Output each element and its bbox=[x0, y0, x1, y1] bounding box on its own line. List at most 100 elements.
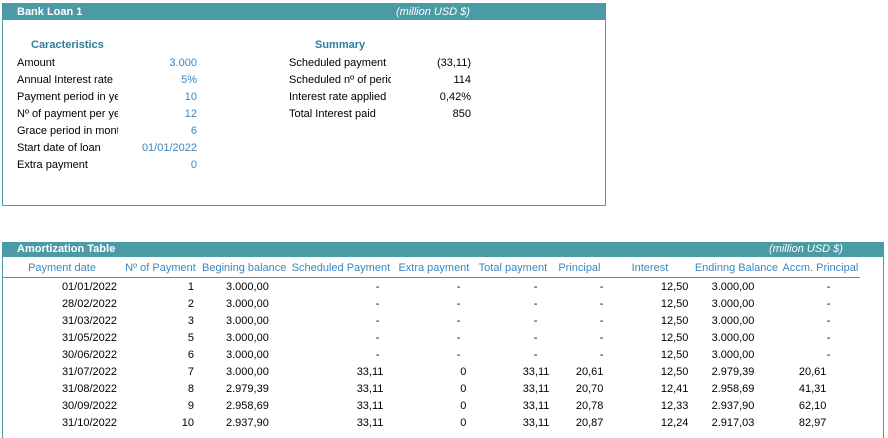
table-cell: 33,11 bbox=[522, 416, 550, 429]
column-header: Endinng Balance bbox=[692, 258, 781, 278]
characteristic-label: Amount bbox=[17, 57, 55, 69]
table-cell: - bbox=[375, 348, 380, 361]
table-cell: 30/09/2022 bbox=[61, 399, 117, 412]
table-cell: 2.937,90 bbox=[711, 399, 755, 412]
column-header: Scheduled Payment bbox=[288, 258, 394, 278]
table-cell: - bbox=[826, 280, 831, 293]
characteristic-label: Grace period in months bbox=[17, 125, 118, 137]
table-cell: 3.000,00 bbox=[226, 314, 269, 327]
table-cell: 01/01/2022 bbox=[61, 280, 117, 293]
table-cell: - bbox=[599, 331, 604, 344]
table-cell: - bbox=[375, 280, 380, 293]
table-cell: 0 bbox=[460, 382, 467, 395]
table-row: 28/02/2022 2 3.000,00 - - - - 12,50 3.000,00 - bbox=[3, 295, 860, 312]
summary-value: 0,42% bbox=[439, 91, 471, 103]
table-cell: 0 bbox=[460, 365, 467, 378]
table-cell: - bbox=[456, 297, 461, 310]
summary-row: Scheduled payment (33,11) bbox=[289, 55, 471, 72]
summary-value: 114 bbox=[453, 74, 471, 86]
characteristic-value[interactable]: 10 bbox=[184, 91, 197, 103]
table-cell: 3.000,00 bbox=[226, 331, 269, 344]
table-cell: 41,31 bbox=[798, 382, 827, 395]
amortization-panel: Amortization Table (million USD $) Payme… bbox=[2, 242, 884, 438]
table-row: 31/07/2022 7 3.000,00 33,11 0 33,11 20,61 12,50… bbox=[3, 363, 860, 380]
table-row: 01/01/2022 1 3.000,00 - - - - 12,50 3.000,00 - bbox=[3, 278, 860, 296]
table-cell: 12,50 bbox=[660, 331, 689, 344]
table-cell: - bbox=[456, 348, 461, 361]
characteristic-value[interactable]: 12 bbox=[184, 108, 197, 120]
table-cell: 2.937,90 bbox=[226, 416, 269, 429]
characteristic-label: Start date of loan bbox=[17, 142, 101, 154]
table-cell: 12,24 bbox=[660, 416, 689, 429]
table-cell: - bbox=[599, 314, 604, 327]
table-cell: - bbox=[533, 331, 538, 344]
characteristics-title: Caracteristics bbox=[31, 39, 104, 51]
table-cell: 2.979,39 bbox=[711, 365, 755, 378]
table-cell: 2.958,69 bbox=[711, 382, 755, 395]
table-cell: 28/02/2022 bbox=[61, 297, 117, 310]
table-cell: 20,87 bbox=[575, 416, 604, 429]
table-cell: 12,50 bbox=[660, 348, 689, 361]
table-cell: - bbox=[826, 314, 831, 327]
table-row: 30/06/2022 6 3.000,00 - - - - 12,50 3.000,00 - bbox=[3, 346, 860, 363]
summary-row: Scheduled nº of periods 114 bbox=[289, 72, 471, 89]
summary-label: Scheduled payment bbox=[289, 57, 387, 69]
characteristic-value[interactable]: 5% bbox=[181, 74, 197, 86]
column-header: Begining balance bbox=[200, 258, 289, 278]
table-row: 31/10/2022 10 2.937,90 33,11 0 33,11 20,87 12,2… bbox=[3, 414, 860, 431]
table-cell: - bbox=[599, 348, 604, 361]
table-cell: - bbox=[375, 297, 380, 310]
table-cell: - bbox=[533, 348, 538, 361]
table-cell: 82,97 bbox=[798, 416, 827, 429]
characteristic-value[interactable]: 0 bbox=[190, 159, 197, 171]
table-cell: - bbox=[826, 331, 831, 344]
column-header: Interest bbox=[607, 258, 693, 278]
table-cell: 0 bbox=[460, 416, 467, 429]
characteristic-value[interactable]: 6 bbox=[190, 125, 197, 137]
table-cell: 2 bbox=[187, 297, 194, 310]
table-cell: 3.000,00 bbox=[711, 331, 755, 344]
amortization-header: Amortization Table (million USD $) bbox=[3, 242, 883, 257]
characteristic-label: Extra payment bbox=[17, 159, 88, 171]
table-cell: 12,50 bbox=[660, 314, 689, 327]
table-cell: 20,61 bbox=[575, 365, 604, 378]
bank-loan-header: Bank Loan 1 (million USD $) bbox=[3, 4, 605, 20]
summary-title: Summary bbox=[315, 39, 366, 51]
summary-label: Interest rate applied bbox=[289, 91, 387, 103]
table-cell: 33,11 bbox=[522, 365, 550, 378]
column-header: Nº of Payment bbox=[121, 258, 200, 278]
table-cell: 2.917,03 bbox=[711, 416, 755, 429]
column-header: Payment date bbox=[3, 258, 121, 278]
characteristic-value[interactable]: 3.000 bbox=[169, 57, 197, 69]
table-cell: 3.000,00 bbox=[711, 314, 755, 327]
table-cell: 12,50 bbox=[660, 365, 689, 378]
characteristic-row: Grace period in months 6 bbox=[17, 123, 197, 140]
table-cell: 3.000,00 bbox=[226, 280, 269, 293]
table-cell: 33,11 bbox=[356, 365, 384, 378]
table-cell: - bbox=[599, 297, 604, 310]
table-row: 31/03/2022 3 3.000,00 - - - - 12,50 3.000,00 - bbox=[3, 312, 860, 329]
table-cell: 3 bbox=[187, 314, 194, 327]
table-cell: 12,50 bbox=[660, 297, 689, 310]
table-cell: 2.958,69 bbox=[226, 399, 269, 412]
table-row: 30/09/2022 9 2.958,69 33,11 0 33,11 20,78 12,33… bbox=[3, 397, 860, 414]
summary-value: 850 bbox=[452, 108, 471, 120]
column-header: Extra payment bbox=[393, 258, 475, 278]
table-cell: 31/03/2022 bbox=[61, 314, 117, 327]
table-cell: 3.000,00 bbox=[711, 297, 755, 310]
characteristic-value[interactable]: 01/01/2022 bbox=[141, 142, 197, 154]
table-cell: - bbox=[456, 314, 461, 327]
table-cell: 31/08/2022 bbox=[61, 382, 117, 395]
summary-label: Total Interest paid bbox=[289, 108, 376, 120]
bank-loan-title: Bank Loan 1 bbox=[17, 6, 83, 18]
table-cell: - bbox=[456, 280, 461, 293]
table-cell: 33,11 bbox=[356, 382, 384, 395]
characteristic-label: Nº of payment per year bbox=[17, 108, 118, 120]
table-cell: - bbox=[533, 314, 538, 327]
characteristic-row: Start date of loan 01/01/2022 bbox=[17, 140, 197, 157]
table-cell: - bbox=[533, 297, 538, 310]
summary-label: Scheduled nº of periods bbox=[289, 74, 391, 86]
table-cell: - bbox=[375, 331, 380, 344]
table-cell: 33,11 bbox=[522, 399, 550, 412]
table-cell: 3.000,00 bbox=[226, 348, 269, 361]
